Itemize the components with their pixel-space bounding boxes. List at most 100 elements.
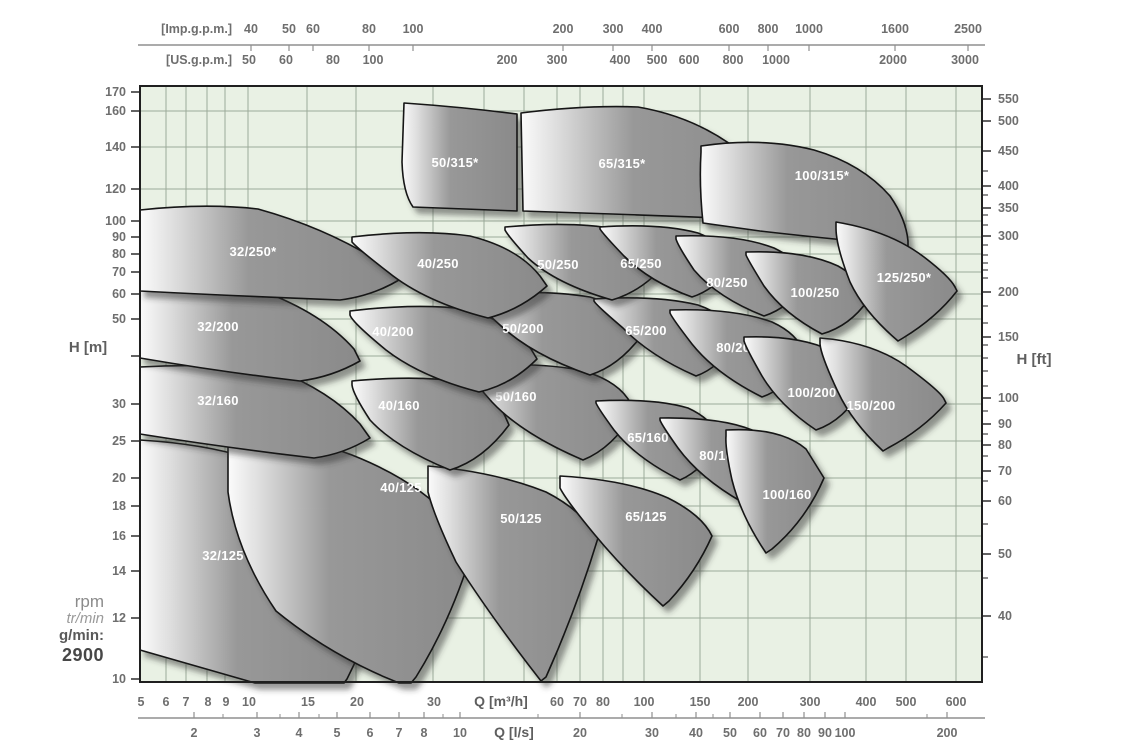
us-gpm-tick-label: 3000 (951, 53, 979, 67)
q-ls-tick-label: 5 (334, 726, 341, 740)
q-ls-tick-label: 6 (367, 726, 374, 740)
q-m3h-tick-label: 10 (242, 695, 256, 709)
q-m3h-tick-label: 8 (205, 695, 212, 709)
h-ft-tick-label: 80 (998, 438, 1012, 452)
imp-gpm-tick-label: 600 (719, 22, 740, 36)
q-ls-tick-label: 30 (645, 726, 659, 740)
imp-gpm-tick-label: 200 (553, 22, 574, 36)
h-m-tick-label: 14 (112, 564, 126, 578)
envelope-label-32-200: 32/200 (197, 319, 239, 334)
q-m3h-tick-label: 20 (350, 695, 364, 709)
h-ft-tick-label: 150 (998, 330, 1019, 344)
q-ls-tick-label: 100 (835, 726, 856, 740)
envelope-label-80-250: 80/250 (706, 275, 748, 290)
imp-gpm-tick-label: 1000 (795, 22, 823, 36)
q-m3h-tick-label: 150 (690, 695, 711, 709)
h-m-tick-label: 25 (112, 434, 126, 448)
envelope-label-100-250: 100/250 (790, 285, 839, 300)
imp-gpm-tick-label: 1600 (881, 22, 909, 36)
us-gpm-tick-label: 600 (679, 53, 700, 67)
h-m-tick-label: 50 (112, 312, 126, 326)
h-m-tick-label: 60 (112, 287, 126, 301)
q-m3h-tick-label: 200 (738, 695, 759, 709)
us-gpm-tick-label: 200 (497, 53, 518, 67)
imp-gpm-tick-label: 60 (306, 22, 320, 36)
right-axis: 550 500 450 400 350 300 200 150 100 90 80 70 60 50 40 H… (983, 92, 1052, 658)
h-m-tick-label: 140 (105, 140, 126, 154)
h-m-tick-label: 170 (105, 85, 126, 99)
envelope-layer: 50/315* 65/315* 100/315* 32/125 40/125 50/125… (139, 102, 958, 684)
us-gpm-tick-label: 2000 (879, 53, 907, 67)
q-ls-tick-label: 200 (937, 726, 958, 740)
us-gpm-tick-label: 800 (723, 53, 744, 67)
us-gpm-tick-label: 1000 (762, 53, 790, 67)
h-m-tick-label: 10 (112, 672, 126, 686)
q-m3h-tick-label: 80 (596, 695, 610, 709)
envelope-label-150-200: 150/200 (846, 398, 895, 413)
speed-note-gmin: g/min: (59, 626, 104, 644)
q-m3h-tick-label: 9 (223, 695, 230, 709)
envelope-label-50-200: 50/200 (502, 321, 544, 336)
h-ft-tick-label: 400 (998, 179, 1019, 193)
envelope-50-160 (465, 363, 636, 461)
envelope-label-40-160: 40/160 (378, 398, 420, 413)
imp-gpm-tick-label: 400 (642, 22, 663, 36)
q-m3h-tick-label: 6 (163, 695, 170, 709)
bottom-scale: 5 6 7 8 9 10 15 20 30 60 70 80 100 150 200 300 400 500 600… (138, 693, 985, 740)
q-ls-tick-label: 3 (254, 726, 261, 740)
us-gpm-tick-label: 60 (279, 53, 293, 67)
h-m-tick-label: 120 (105, 182, 126, 196)
q-ls-tick-label: 60 (753, 726, 767, 740)
envelope-50-200 (469, 291, 643, 376)
imp-gpm-tick-label: 40 (244, 22, 258, 36)
envelope-label-50-250: 50/250 (537, 257, 579, 272)
imp-gpm-tick-label: 80 (362, 22, 376, 36)
envelope-label-32-160: 32/160 (197, 393, 239, 408)
h-ft-tick-label: 100 (998, 391, 1019, 405)
h-m-tick-label: 18 (112, 499, 126, 513)
q-m3h-tick-label: 400 (856, 695, 877, 709)
top-scale: 40 50 60 80 100 200 300 400 600 800 1000 1600 2500 50… (138, 22, 985, 67)
q-m3h-axis-title: Q [m³/h] (474, 693, 528, 709)
h-ft-tick-label: 350 (998, 201, 1019, 215)
q-m3h-tick-label: 600 (946, 695, 967, 709)
q-m3h-tick-label: 100 (634, 695, 655, 709)
speed-note-trmin: tr/min (66, 610, 105, 628)
envelope-100-160 (725, 428, 825, 554)
envelope-50-315 (401, 102, 518, 212)
h-ft-tick-label: 300 (998, 229, 1019, 243)
envelope-65-125 (559, 475, 713, 607)
h-ft-tick-label: 200 (998, 285, 1019, 299)
q-m3h-tick-label: 15 (301, 695, 315, 709)
q-ls-tick-label: 50 (723, 726, 737, 740)
imp-gpm-tick-label: 50 (282, 22, 296, 36)
imp-gpm-tick-label: 2500 (954, 22, 982, 36)
h-ft-tick-label: 90 (998, 417, 1012, 431)
q-ls-tick-label: 20 (573, 726, 587, 740)
q-ls-tick-label: 10 (453, 726, 467, 740)
envelope-label-40-125: 40/125 (380, 480, 422, 495)
q-m3h-tick-label: 7 (183, 695, 190, 709)
q-ls-tick-label: 90 (818, 726, 832, 740)
h-ft-tick-label: 550 (998, 92, 1019, 106)
envelope-label-65-160: 65/160 (627, 430, 669, 445)
speed-note: rpm tr/min g/min: 2900 (16, 592, 104, 665)
h-m-tick-label: 80 (112, 247, 126, 261)
h-m-tick-label: 16 (112, 529, 126, 543)
envelope-label-100-200: 100/200 (787, 385, 836, 400)
envelope-label-32-250: 32/250* (230, 244, 278, 259)
us-gpm-tick-label: 300 (547, 53, 568, 67)
envelope-125-250 (835, 221, 958, 342)
q-ls-tick-label: 8 (421, 726, 428, 740)
h-m-tick-label: 90 (112, 230, 126, 244)
h-ft-tick-label: 70 (998, 464, 1012, 478)
plot-border (139, 85, 983, 683)
h-m-tick-label: 70 (112, 265, 126, 279)
envelope-label-65-250: 65/250 (620, 256, 662, 271)
h-ft-axis-title: H [ft] (1017, 351, 1052, 368)
h-m-tick-label: 160 (105, 104, 126, 118)
envelope-100-250 (745, 250, 869, 335)
q-ls-tick-label: 40 (689, 726, 703, 740)
q-m3h-tick-label: 500 (896, 695, 917, 709)
